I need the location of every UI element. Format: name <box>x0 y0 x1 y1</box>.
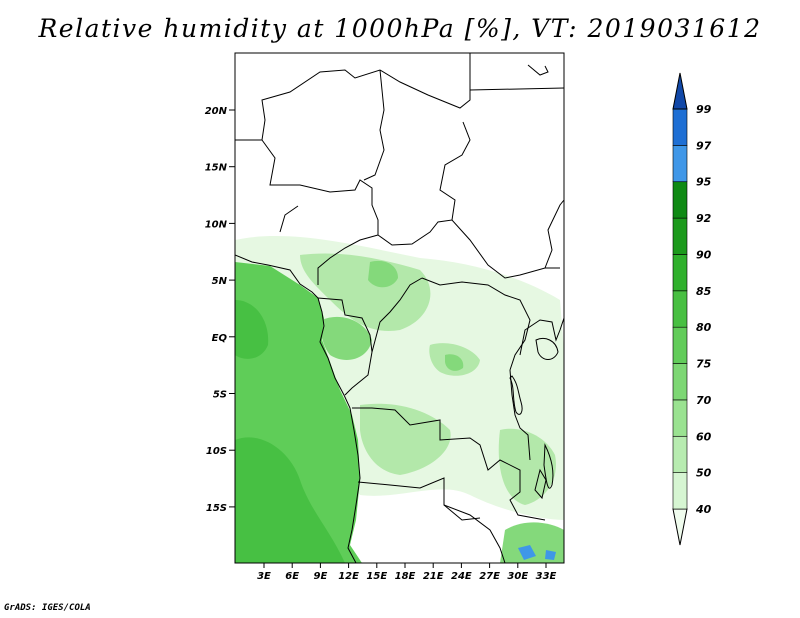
colorbar-level-label: 97 <box>696 139 712 152</box>
lon-label: 12E <box>338 571 359 582</box>
border-line <box>363 69 385 181</box>
lat-label: 10S <box>206 446 227 457</box>
border-line <box>509 369 531 461</box>
colorbar-upper-arrow <box>672 72 688 110</box>
lake-outline <box>509 375 523 415</box>
colorbar-level-label: 40 <box>695 503 712 516</box>
lat-label: 20N <box>205 106 228 117</box>
colorbar-swatch <box>672 326 688 364</box>
humidity-mid-zone <box>498 428 556 505</box>
humidity-ocean-darker <box>235 437 345 563</box>
lon-label: 33E <box>536 571 557 582</box>
colorbar-level-label: 80 <box>696 321 712 334</box>
colorbar-swatch <box>672 181 688 219</box>
lat-label: 5S <box>213 390 227 401</box>
latitude-axis: 20N 15N 10N 5N EQ 5S 10S 15S <box>205 106 235 514</box>
lon-label: 30E <box>507 571 528 582</box>
longitude-axis: 3E 6E 9E 12E 15E 18E 21E 24E 27E 30E 33E <box>257 563 557 582</box>
colorbar-swatch <box>672 254 688 292</box>
colorbar-swatch <box>672 363 688 401</box>
map-title: Relative humidity at 1000hPa [%], VT: 20… <box>38 14 762 43</box>
lon-label: 6E <box>285 571 299 582</box>
lon-label: 18E <box>395 571 416 582</box>
border-line <box>421 277 531 371</box>
humidity-mid-zone <box>300 253 431 331</box>
border-line <box>469 87 564 91</box>
lat-label: 5N <box>212 276 228 287</box>
colorbar-level-label: 90 <box>696 248 712 261</box>
colorbar-level-label: 95 <box>696 176 712 189</box>
lon-label: 24E <box>451 571 472 582</box>
border-line <box>377 219 560 279</box>
colorbar-swatch <box>672 290 688 328</box>
colorbar-level-label: 99 <box>696 103 712 116</box>
grads-credit: GrADS: IGES/COLA <box>4 603 91 613</box>
humidity-ocean-darker <box>235 300 269 359</box>
lat-label: 10N <box>205 219 228 230</box>
colorbar-level-label: 70 <box>696 394 712 407</box>
lake-outline <box>535 338 559 360</box>
colorbar-lower-arrow <box>672 508 688 546</box>
colorbar-level-label: 75 <box>696 358 712 371</box>
border-line <box>317 234 379 285</box>
border-line <box>439 121 471 221</box>
colorbar-level-label: 92 <box>696 212 712 225</box>
colorbar-swatch <box>672 435 688 473</box>
border-line <box>235 53 471 141</box>
lon-label: 3E <box>257 571 271 582</box>
colorbar-level-label: 50 <box>696 467 712 480</box>
border-line <box>544 199 564 269</box>
lon-label: 15E <box>366 571 387 582</box>
lat-label: 15N <box>205 163 228 174</box>
colorbar-swatch <box>672 399 688 437</box>
lon-label: 27E <box>479 571 500 582</box>
country-borders <box>235 53 564 563</box>
colorbar-swatch <box>672 145 688 183</box>
lat-label: EQ <box>212 333 228 344</box>
border-line <box>279 205 299 233</box>
lon-label: 21E <box>423 571 444 582</box>
humidity-green-zone <box>368 260 398 288</box>
lat-label: 15S <box>206 503 227 514</box>
humidity-blue-spot <box>518 545 536 560</box>
colorbar-level-label: 85 <box>696 285 712 298</box>
colorbar-swatch <box>672 108 688 146</box>
coastline <box>235 254 361 563</box>
border-line <box>519 317 564 356</box>
colorbar: 40 50 60 70 75 80 85 90 92 95 97 99 <box>672 72 712 546</box>
border-line <box>261 139 379 235</box>
humidity-green-zone <box>321 316 372 360</box>
humidity-green-zone <box>445 354 464 371</box>
border-line <box>352 407 546 521</box>
humidity-blue-spot <box>545 550 556 560</box>
lon-label: 9E <box>314 571 328 582</box>
map-frame <box>234 52 565 564</box>
border-line <box>344 351 373 396</box>
lake-outline <box>543 443 554 489</box>
border-line <box>527 64 549 76</box>
colorbar-swatch <box>672 472 688 510</box>
border-line <box>443 504 481 521</box>
colorbar-level-label: 60 <box>696 430 712 443</box>
humidity-field <box>235 236 564 563</box>
lake-outline <box>534 468 547 500</box>
colorbar-swatch <box>672 217 688 255</box>
